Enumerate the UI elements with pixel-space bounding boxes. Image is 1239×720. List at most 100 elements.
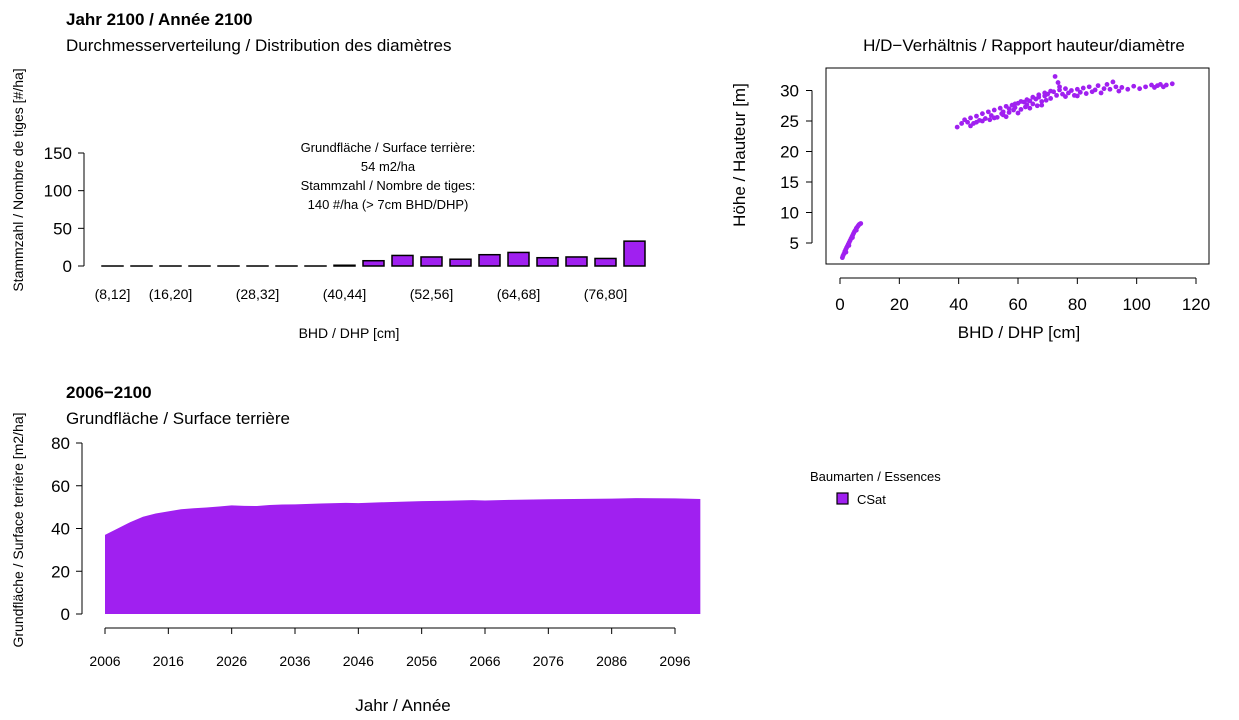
area-series-csat	[105, 498, 700, 614]
scatter-point	[854, 228, 859, 233]
scatter-point	[1114, 84, 1119, 89]
scatter-point	[1087, 84, 1092, 89]
x-tick-label: 0	[835, 295, 844, 314]
y-tick-label: 5	[790, 234, 799, 253]
scatter-point	[850, 235, 855, 240]
x-tick-label: 40	[949, 295, 968, 314]
scatter-point	[1102, 86, 1107, 91]
x-tick-label: (8,12]	[95, 286, 131, 302]
legend-swatch	[837, 493, 848, 504]
scatter-point	[974, 120, 979, 125]
y-tick-label: 50	[53, 219, 72, 238]
annotation-line: 54 m2/ha	[361, 159, 416, 174]
annotation-line: 140 #/ha (> 7cm BHD/DHP)	[308, 197, 469, 212]
x-tick-label: 2046	[343, 653, 374, 669]
x-tick-label: 2036	[279, 653, 310, 669]
scatter-series	[840, 74, 1175, 260]
scatter-point	[1053, 74, 1058, 79]
scatter-point	[1063, 94, 1068, 99]
scatter-point	[1081, 86, 1086, 91]
scatter-point	[847, 243, 852, 248]
y-tick-label: 40	[51, 520, 70, 539]
scatter-point	[992, 108, 997, 113]
x-tick-label: 120	[1182, 295, 1210, 314]
x-tick-label: (28,32]	[236, 286, 280, 302]
x-axis-label: BHD / DHP [cm]	[299, 325, 400, 341]
x-tick-labels: (8,12](16,20](28,32](40,44](52,56](64,68…	[95, 286, 628, 302]
x-tick-label: 2076	[533, 653, 564, 669]
scatter-point	[1044, 98, 1049, 103]
scatter-point	[1042, 91, 1047, 96]
chart-annotation: Grundfläche / Surface terrière: 54 m2/ha…	[301, 140, 476, 212]
scatter-point	[1063, 86, 1068, 91]
y-axis-label: Höhe / Hauteur [m]	[730, 83, 749, 227]
basal-area-chart: 2006−2100 Grundfläche / Surface terrière…	[10, 383, 700, 715]
scatter-point	[1108, 87, 1113, 92]
x-tick-label: 2016	[153, 653, 184, 669]
chart-subtitle: Durchmesserverteilung / Distribution des…	[66, 36, 452, 55]
y-tick-label: 100	[44, 182, 72, 201]
scatter-point	[1035, 103, 1040, 108]
y-axis: 0 50 100 150	[44, 144, 84, 276]
chart-title: H/D−Verhältnis / Rapport hauteur/diamètr…	[863, 36, 1185, 55]
chart-title: Jahr 2100 / Année 2100	[66, 10, 253, 29]
scatter-point	[1007, 106, 1012, 111]
x-tick-label: 2026	[216, 653, 247, 669]
scatter-point	[1075, 94, 1080, 99]
x-tick-label: 80	[1068, 295, 1087, 314]
bar	[595, 258, 616, 266]
scatter-point	[992, 116, 997, 121]
scatter-point	[1084, 91, 1089, 96]
bar	[392, 255, 413, 266]
scatter-point	[1039, 103, 1044, 108]
scatter-point	[1125, 87, 1130, 92]
legend: Baumarten / Essences CSat	[810, 469, 941, 507]
scatter-point	[1137, 86, 1142, 91]
y-tick-label: 0	[61, 605, 70, 624]
scatter-point	[1030, 95, 1035, 100]
bar	[363, 261, 384, 266]
scatter-point	[1027, 106, 1032, 111]
scatter-point	[1119, 85, 1124, 90]
scatter-point	[844, 250, 849, 255]
scatter-point	[1131, 84, 1136, 89]
scatter-point	[1143, 84, 1148, 89]
scatter-point	[1001, 109, 1006, 114]
scatter-point	[1013, 102, 1018, 107]
y-tick-label: 10	[780, 204, 799, 223]
chart-subtitle: Grundfläche / Surface terrière	[66, 409, 290, 428]
bar	[334, 265, 355, 266]
x-tick-label: (52,56]	[410, 286, 454, 302]
x-tick-label: 2006	[89, 653, 120, 669]
chart-title: 2006−2100	[66, 383, 152, 402]
scatter-point	[1164, 83, 1169, 88]
y-tick-label: 15	[780, 173, 799, 192]
diameter-distribution-chart: Jahr 2100 / Année 2100 Durchmesservertei…	[10, 10, 645, 341]
scatter-point	[1019, 99, 1024, 104]
x-tick-label: 2066	[469, 653, 500, 669]
y-axis-label: Stammzahl / Nombre de tiges [#/ha]	[10, 68, 26, 291]
x-tick-label: (76,80]	[584, 286, 628, 302]
scatter-point	[1048, 96, 1053, 101]
scatter-point	[1030, 102, 1035, 107]
y-tick-label: 80	[51, 434, 70, 453]
x-tick-label: 2096	[659, 653, 690, 669]
y-tick-label: 30	[780, 82, 799, 101]
scatter-point	[987, 117, 992, 122]
y-axis-label: Grundfläche / Surface terrière [m2/ha]	[10, 413, 26, 648]
scatter-point	[858, 221, 863, 226]
bar	[421, 257, 442, 266]
scatter-point	[1004, 114, 1009, 119]
plot-box	[826, 68, 1209, 264]
y-tick-label: 0	[63, 257, 72, 276]
bar	[508, 252, 529, 266]
bar	[566, 257, 587, 266]
scatter-point	[1069, 88, 1074, 93]
y-tick-label: 60	[51, 477, 70, 496]
scatter-point	[1025, 97, 1030, 102]
y-tick-label: 25	[780, 112, 799, 131]
annotation-line: Grundfläche / Surface terrière:	[301, 140, 476, 155]
y-tick-label: 150	[44, 144, 72, 163]
